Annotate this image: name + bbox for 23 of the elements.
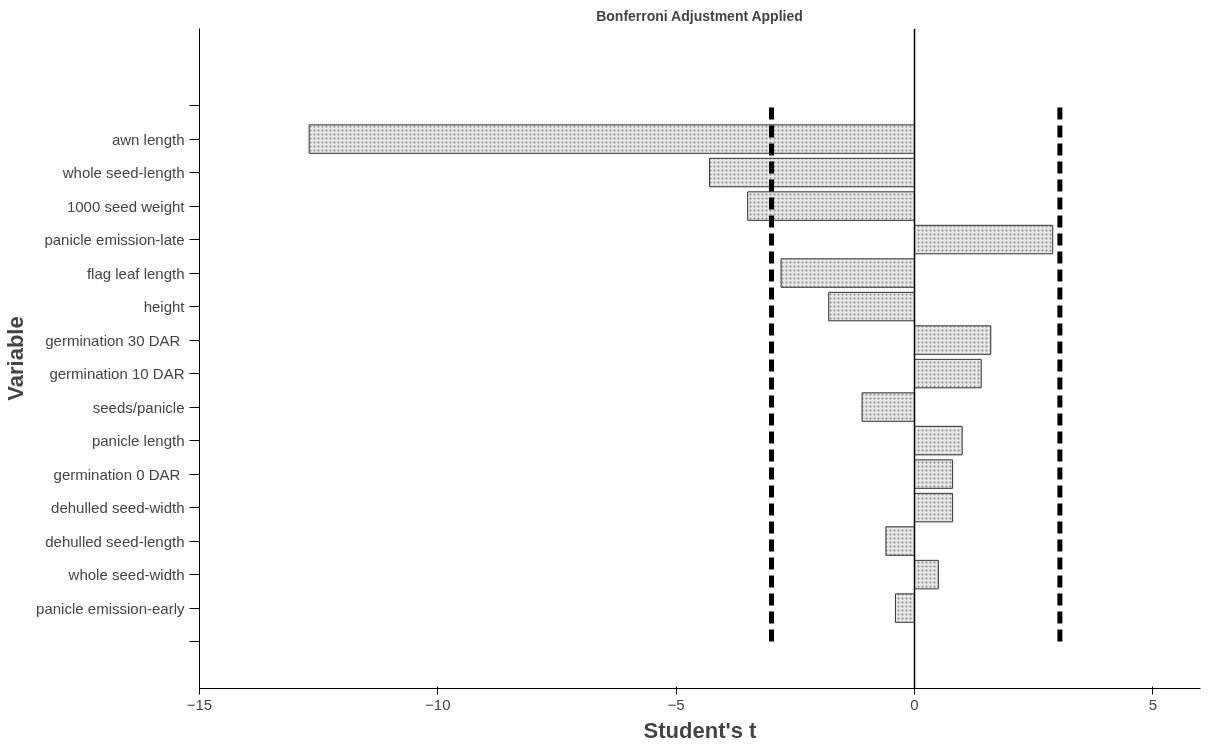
x-tick-label: 5	[1148, 695, 1158, 713]
y-tick-label: panicle emission-early	[36, 599, 185, 617]
x-tick-label: −15	[186, 695, 213, 713]
y-tick-label: germination 10 DAR	[49, 365, 185, 383]
y-tick-label: dehulled seed-width	[51, 499, 185, 517]
y-tick-label: 1000 seed weight	[66, 197, 186, 215]
x-axis-title: Student's t	[643, 717, 758, 743]
y-tick-label: panicle emission-late	[44, 231, 185, 249]
y-tick-label: dehulled seed-length	[45, 532, 185, 550]
y-tick-label: panicle length	[91, 432, 185, 450]
x-tick-label: 0	[910, 695, 919, 713]
y-tick-label: germination 30 DAR	[45, 331, 181, 349]
chart-title: Bonferroni Adjustment Applied	[596, 7, 803, 24]
y-tick-label: whole seed-length	[61, 164, 185, 182]
y-tick-label: height	[143, 298, 186, 316]
x-tick-label: −10	[425, 695, 451, 713]
y-tick-label: awn length	[111, 130, 185, 148]
y-tick-label: seeds/panicle	[92, 398, 185, 416]
y-tick-label: whole seed-width	[67, 566, 185, 584]
y-axis-title: Variable	[3, 316, 29, 401]
x-tick-label: −5	[667, 695, 685, 713]
y-tick-label: flag leaf length	[86, 264, 185, 282]
y-tick-label: germination 0 DAR	[53, 465, 181, 483]
